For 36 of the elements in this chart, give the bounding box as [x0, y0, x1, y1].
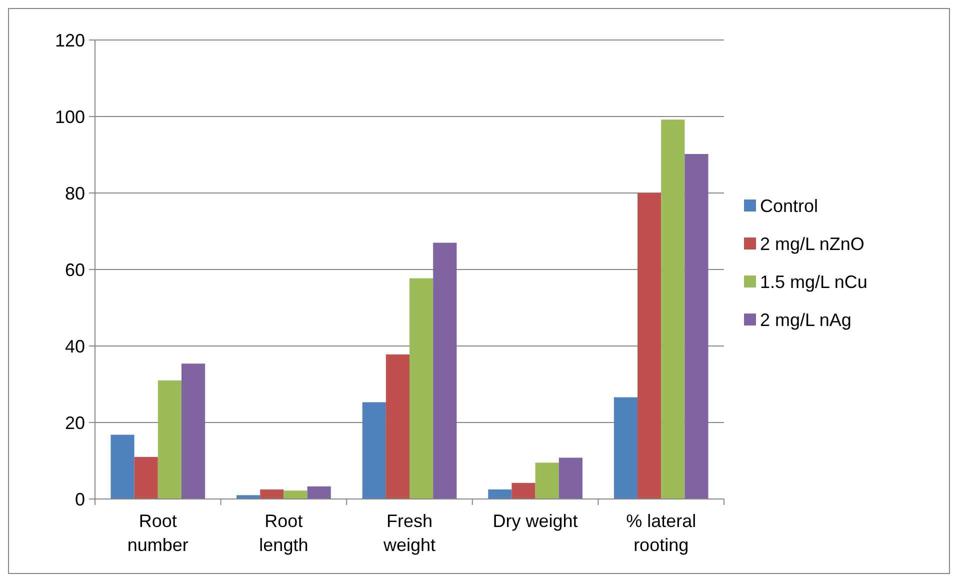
y-tick-label: 60 — [64, 260, 85, 280]
bar — [284, 490, 308, 499]
legend-label: 1.5 mg/L nCu — [760, 272, 868, 292]
bar — [307, 486, 331, 499]
bar — [110, 434, 134, 499]
x-tick-label: Fresh weight — [382, 511, 436, 555]
bar — [488, 489, 512, 499]
bar — [512, 482, 536, 499]
bar — [535, 462, 559, 499]
bar — [684, 154, 708, 499]
bar — [638, 193, 662, 499]
x-tick-label: % lateral rooting — [626, 511, 696, 555]
bar — [134, 456, 158, 499]
bar — [181, 364, 206, 499]
legend-label: 2 mg/L nAg — [760, 310, 852, 330]
y-tick-label: 40 — [64, 336, 85, 356]
y-tick-label: 0 — [74, 489, 85, 510]
bar — [260, 489, 284, 499]
y-tick-label: 120 — [54, 30, 85, 50]
bar — [433, 242, 457, 499]
bar — [410, 278, 434, 499]
bar — [158, 380, 182, 499]
y-tick-label: 100 — [54, 106, 85, 127]
bar — [362, 402, 386, 499]
x-tick-label: Root length — [259, 511, 308, 555]
bar — [661, 120, 685, 499]
x-tick-label: Root number — [127, 511, 188, 555]
bar — [614, 397, 638, 499]
bar — [236, 495, 260, 499]
y-tick-label: 80 — [64, 183, 85, 204]
y-tick-label: 20 — [64, 412, 85, 433]
legend-label: 2 mg/L nZnO — [760, 234, 864, 254]
bar — [386, 354, 410, 499]
x-tick-label: Dry weight — [492, 511, 578, 531]
legend-label: Control — [760, 196, 818, 216]
bar — [558, 458, 582, 499]
